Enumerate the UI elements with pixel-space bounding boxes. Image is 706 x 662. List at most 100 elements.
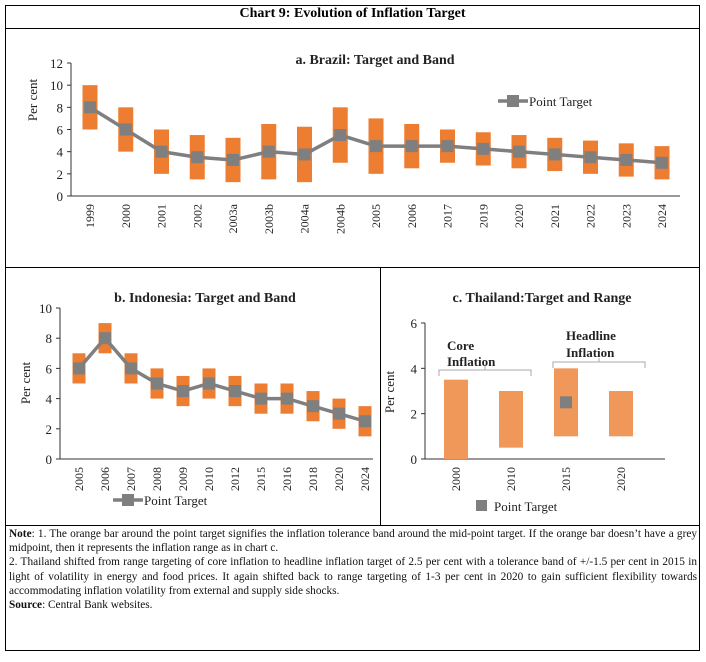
point-target-marker: [262, 145, 275, 158]
x-tick-label: 2001: [155, 204, 169, 228]
point-target-marker: [656, 156, 668, 169]
point-target-marker: [584, 151, 597, 164]
y-axis-label: Per cent: [382, 370, 397, 413]
point-target-marker: [73, 362, 85, 375]
y-tick-label: 2: [411, 407, 418, 422]
y-tick-label: 4: [46, 392, 53, 407]
x-tick-label: 2003a: [226, 203, 240, 233]
x-tick-label: 2003b: [262, 204, 276, 234]
point-target-marker: [191, 151, 204, 164]
x-tick-label: 2005: [72, 467, 86, 491]
y-tick-label: 0: [46, 452, 53, 467]
legend-label: Point Target: [144, 493, 208, 508]
band-bar: [444, 379, 468, 459]
point-target-marker: [281, 392, 293, 405]
source-label: Source: [9, 599, 43, 612]
x-tick-label: 2015: [254, 467, 268, 491]
y-tick-label: 10: [50, 78, 63, 93]
y-tick-label: 10: [39, 301, 52, 316]
point-target-marker: [227, 153, 239, 166]
annotation-headline: Inflation: [566, 345, 615, 360]
point-target-line: [77, 335, 366, 423]
outer-border: [5, 5, 700, 651]
legend-marker: [476, 500, 487, 511]
x-tick-label: 2010: [202, 467, 216, 491]
point-target-marker: [255, 392, 267, 405]
x-tick-label: 2012: [228, 467, 242, 491]
x-tick-label: 2024: [358, 467, 372, 491]
y-tick-label: 6: [411, 316, 418, 331]
note-label: Note: [9, 528, 32, 540]
point-target-marker: [548, 148, 561, 161]
legend-label: Point Target: [494, 499, 558, 514]
x-tick-label: 2024: [655, 204, 669, 228]
x-tick-label: 2019: [476, 204, 490, 228]
point-target-marker: [99, 332, 111, 345]
chart-title: c. Thailand:Target and Range: [453, 291, 632, 306]
point-target-marker: [229, 385, 241, 398]
x-tick-label: 2004b: [333, 204, 347, 234]
x-tick-label: 2006: [98, 467, 112, 491]
y-tick-label: 12: [50, 56, 63, 71]
y-tick-label: 8: [46, 331, 53, 346]
x-tick-label: 2008: [150, 467, 164, 491]
x-tick-label: 2010: [504, 467, 518, 491]
y-tick-label: 4: [57, 145, 64, 160]
y-tick-label: 4: [411, 361, 418, 376]
y-axis-label: Per cent: [18, 361, 33, 404]
x-tick-label: 2020: [332, 467, 346, 491]
point-target-marker: [560, 396, 572, 409]
x-tick-label: 1999: [83, 204, 97, 228]
x-tick-label: 2009: [176, 467, 190, 491]
x-tick-label: 2015: [559, 467, 573, 491]
point-target-marker: [203, 377, 215, 390]
y-tick-label: 2: [46, 422, 53, 437]
point-target-marker: [155, 145, 168, 158]
legend-label: Point Target: [529, 94, 593, 109]
x-tick-label: 2021: [548, 204, 562, 228]
chart-title: a. Brazil: Target and Band: [295, 53, 454, 68]
y-tick-label: 0: [411, 452, 418, 467]
x-tick-label: 2005: [369, 204, 383, 228]
x-tick-label: 2016: [280, 467, 294, 491]
point-target-marker: [298, 148, 311, 161]
x-tick-label: 2002: [190, 204, 204, 228]
x-tick-label: 2022: [584, 204, 598, 228]
notes: Note: 1. The orange bar around the point…: [9, 527, 697, 612]
point-target-marker: [620, 153, 633, 166]
point-target-marker: [151, 377, 163, 390]
point-target-marker: [177, 385, 189, 398]
source-text: : Central Bank websites.: [42, 599, 153, 612]
y-tick-label: 8: [57, 100, 64, 115]
note-2: 2. Thailand shifted from range targeting…: [9, 556, 697, 597]
y-tick-label: 2: [57, 167, 64, 182]
point-target-marker: [307, 400, 319, 413]
point-target-marker: [513, 145, 525, 158]
chart-title: b. Indonesia: Target and Band: [114, 291, 296, 306]
x-tick-label: 2006: [405, 204, 419, 228]
y-tick-label: 0: [57, 189, 64, 204]
point-target-marker: [405, 140, 418, 153]
annotation-core: Inflation: [447, 354, 496, 369]
legend-marker: [122, 494, 134, 506]
x-tick-label: 2000: [119, 204, 133, 228]
x-tick-label: 2000: [449, 467, 463, 491]
annotation-core: Core: [447, 338, 474, 353]
point-target-marker: [370, 140, 382, 153]
point-target-marker: [477, 142, 490, 155]
annotation-bracket: [438, 366, 532, 376]
point-target-marker: [84, 101, 96, 114]
x-tick-label: 2020: [512, 204, 526, 228]
band-bar: [609, 391, 633, 437]
x-tick-label: 2017: [441, 204, 455, 228]
point-target-marker: [359, 415, 371, 428]
point-target-marker: [334, 129, 347, 142]
x-tick-label: 2018: [306, 467, 320, 491]
point-target-marker: [119, 123, 132, 136]
point-target-marker: [441, 140, 454, 153]
x-tick-label: 2007: [124, 467, 138, 491]
point-target-marker: [125, 362, 137, 375]
y-tick-label: 6: [46, 361, 53, 376]
